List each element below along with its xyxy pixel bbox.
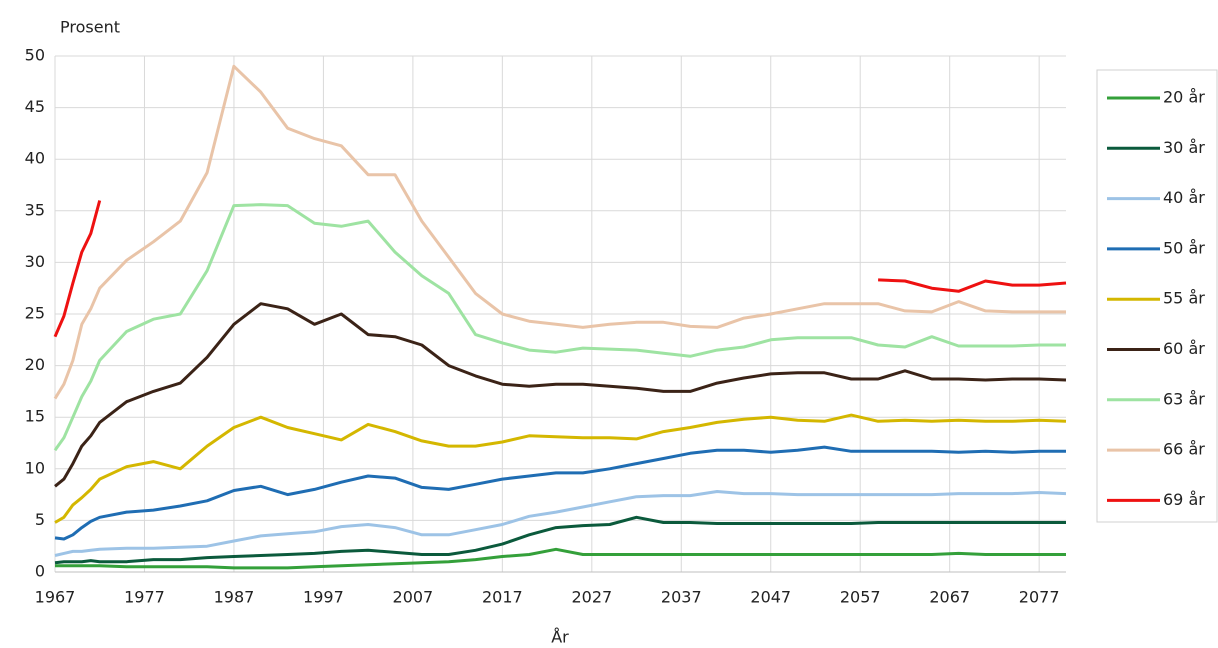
y-tick-label: 25 bbox=[25, 304, 45, 323]
x-axis-label: År bbox=[551, 628, 569, 647]
y-tick-label: 45 bbox=[25, 97, 45, 116]
legend-label: 60 år bbox=[1163, 339, 1205, 358]
y-tick-label: 20 bbox=[25, 355, 45, 374]
x-tick-label: 1997 bbox=[303, 588, 344, 607]
y-axis-label: Prosent bbox=[60, 18, 120, 37]
series-line bbox=[53, 200, 1067, 338]
legend-label: 63 år bbox=[1163, 389, 1205, 408]
x-tick-label: 2047 bbox=[750, 588, 791, 607]
legend-label: 55 år bbox=[1163, 289, 1205, 308]
y-tick-label: 50 bbox=[25, 46, 45, 65]
legend-box bbox=[1096, 69, 1218, 523]
x-tick-label: 1987 bbox=[214, 588, 255, 607]
x-tick-label: 2067 bbox=[929, 588, 970, 607]
series-line bbox=[54, 413, 1067, 524]
legend-label: 40 år bbox=[1163, 188, 1205, 207]
x-tick-label: 2057 bbox=[840, 588, 881, 607]
series-line bbox=[54, 302, 1067, 488]
series-line bbox=[53, 64, 1066, 400]
legend-label: 66 år bbox=[1163, 440, 1205, 459]
x-tick-label: 2017 bbox=[482, 588, 523, 607]
legend-label: 69 år bbox=[1163, 490, 1205, 509]
x-tick-label: 1977 bbox=[124, 588, 165, 607]
x-tick-label: 2077 bbox=[1019, 588, 1060, 607]
y-tick-label: 15 bbox=[25, 407, 45, 426]
series-line bbox=[54, 490, 1067, 557]
y-tick-label: 5 bbox=[35, 510, 45, 529]
x-tick-label: 2037 bbox=[661, 588, 702, 607]
legend-label: 20 år bbox=[1163, 88, 1205, 107]
y-tick-label: 40 bbox=[25, 149, 45, 168]
x-tick-label: 1967 bbox=[35, 588, 76, 607]
y-tick-label: 35 bbox=[25, 200, 45, 219]
y-tick-label: 0 bbox=[35, 562, 45, 581]
x-tick-label: 2027 bbox=[571, 588, 612, 607]
series-line bbox=[55, 547, 1066, 570]
y-tick-label: 30 bbox=[25, 252, 45, 271]
y-tick-label: 10 bbox=[25, 458, 45, 477]
series-line bbox=[54, 515, 1066, 565]
series-line bbox=[54, 445, 1066, 541]
legend-label: 50 år bbox=[1163, 238, 1205, 257]
series-line bbox=[53, 203, 1066, 452]
x-tick-label: 2007 bbox=[393, 588, 434, 607]
legend-label: 30 år bbox=[1163, 138, 1205, 157]
